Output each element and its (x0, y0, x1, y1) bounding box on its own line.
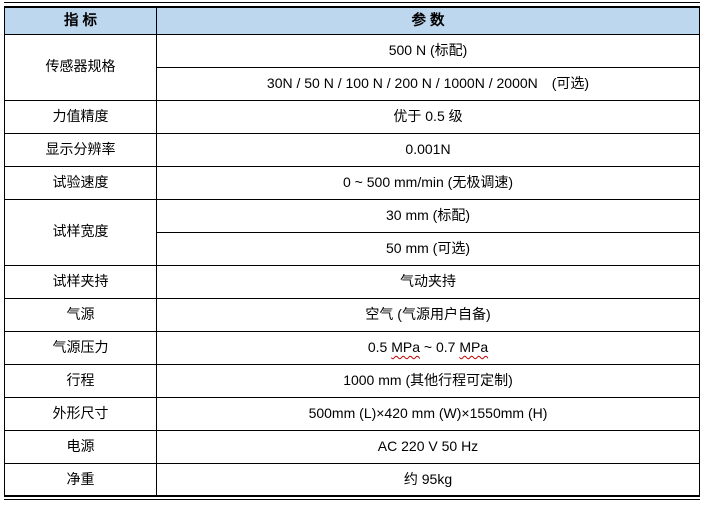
param-net-weight: 约 95kg (156, 462, 700, 497)
indicator-power-supply: 电源 (4, 429, 157, 464)
param-test-speed: 0 ~ 500 mm/min (无极调速) (156, 165, 700, 200)
indicator-stroke: 行程 (4, 363, 157, 398)
param-force-accuracy: 优于 0.5 级 (156, 99, 700, 134)
table-row-air-source: 气源 空气 (气源用户自备) (4, 297, 700, 332)
table-row-test-speed: 试验速度 0 ~ 500 mm/min (无极调速) (4, 165, 700, 200)
indicator-sensor-spec: 传感器规格 (4, 33, 157, 101)
param-sample-width-optional: 50 mm (可选) (156, 231, 700, 266)
spec-table: 指 标 参 数 传感器规格 500 N (标配) 30N / 50 N / 10… (4, 6, 700, 497)
table-row-sample-width: 试样宽度 30 mm (标配) (4, 198, 700, 266)
table-row-display-resolution: 显示分辨率 0.001N (4, 132, 700, 167)
table-row-net-weight: 净重 约 95kg (4, 462, 700, 497)
table-row-power-supply: 电源 AC 220 V 50 Hz (4, 429, 700, 464)
indicator-air-source: 气源 (4, 297, 157, 332)
param-sensor-standard: 500 N (标配) (156, 33, 700, 68)
spec-table-container: 指 标 参 数 传感器规格 500 N (标配) 30N / 50 N / 10… (4, 2, 700, 500)
table-row-sensor-optional: 30N / 50 N / 100 N / 200 N / 1000N / 200… (5, 66, 700, 101)
table-row-sensor-spec: 传感器规格 500 N (标配) (4, 33, 700, 101)
indicator-display-resolution: 显示分辨率 (4, 132, 157, 167)
indicator-sample-clamping: 试样夹持 (4, 264, 157, 299)
param-air-pressure: 0.5 MPa ~ 0.7 MPa (156, 330, 700, 365)
param-sample-clamping: 气动夹持 (156, 264, 700, 299)
header-parameter: 参 数 (156, 6, 700, 35)
param-sample-width-standard: 30 mm (标配) (156, 198, 700, 233)
indicator-force-accuracy: 力值精度 (4, 99, 157, 134)
param-power-supply: AC 220 V 50 Hz (156, 429, 700, 464)
indicator-air-pressure: 气源压力 (4, 330, 157, 365)
indicator-sample-width: 试样宽度 (4, 198, 157, 266)
param-dimensions: 500mm (L)×420 mm (W)×1550mm (H) (156, 396, 700, 431)
param-stroke: 1000 mm (其他行程可定制) (156, 363, 700, 398)
misspelled-word-mpa: MPa (391, 338, 421, 355)
table-row-dimensions: 外形尺寸 500mm (L)×420 mm (W)×1550mm (H) (4, 396, 700, 431)
pressure-value-part: ~ 0.7 (420, 338, 460, 355)
table-row-force-accuracy: 力值精度 优于 0.5 级 (4, 99, 700, 134)
header-row: 指 标 参 数 (4, 6, 700, 35)
param-air-source: 空气 (气源用户自备) (156, 297, 700, 332)
indicator-net-weight: 净重 (4, 462, 157, 497)
param-sensor-optional: 30N / 50 N / 100 N / 200 N / 1000N / 200… (156, 66, 700, 101)
table-row-sample-width-optional: 50 mm (可选) (5, 231, 700, 266)
indicator-test-speed: 试验速度 (4, 165, 157, 200)
pressure-value-part: 0.5 (367, 338, 392, 355)
param-display-resolution: 0.001N (156, 132, 700, 167)
table-row-stroke: 行程 1000 mm (其他行程可定制) (4, 363, 700, 398)
table-row-sample-clamping: 试样夹持 气动夹持 (4, 264, 700, 299)
table-row-air-pressure: 气源压力 0.5 MPa ~ 0.7 MPa (4, 330, 700, 365)
header-indicator: 指 标 (4, 6, 157, 35)
misspelled-word-mpa: MPa (459, 338, 489, 355)
indicator-dimensions: 外形尺寸 (4, 396, 157, 431)
